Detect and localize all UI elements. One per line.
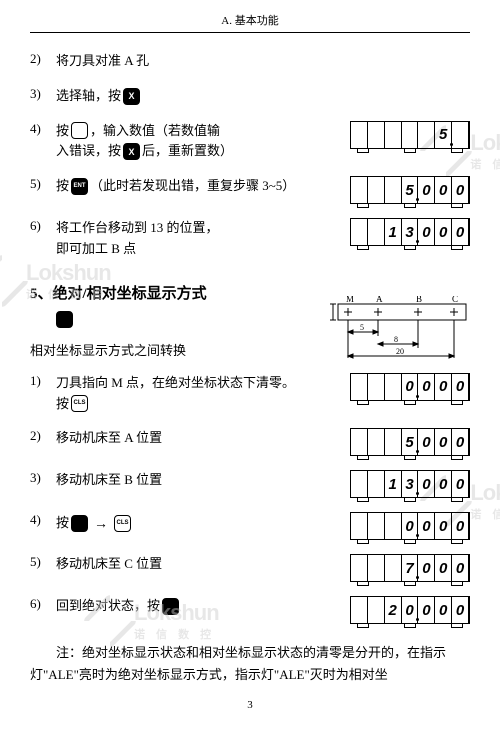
lcd-display: 0000: [350, 512, 470, 540]
step-number: 2): [30, 428, 52, 444]
step-number: 4): [30, 121, 52, 137]
step-number: 6): [30, 596, 52, 612]
step-row: 5) 移动机床至 C 位置 7000: [30, 554, 470, 582]
lcd-display: 5000: [350, 176, 470, 204]
step-number: 2): [30, 51, 52, 67]
key-cls-icon: CLS: [114, 515, 131, 532]
svg-text:C: C: [452, 296, 458, 304]
key-toggle-icon: [162, 598, 179, 615]
key-x-icon: X: [123, 88, 140, 105]
step-text: 回到绝对状态，按: [56, 596, 160, 617]
step-text: 按: [56, 513, 69, 534]
lcd-display: 20000: [350, 596, 470, 624]
page-number: 3: [30, 699, 470, 711]
dimension-diagram: M A B C 3 5 8 20: [330, 296, 470, 368]
page-header: A. 基本功能: [30, 12, 470, 33]
step-text: 入错误，按: [56, 141, 121, 162]
step-text: 按: [56, 394, 69, 415]
lcd-display: 5: [350, 121, 470, 149]
lcd-display: 7000: [350, 554, 470, 582]
step-row: 6) 将工作台移动到 13 的位置， 即可加工 B 点 13000: [30, 218, 470, 260]
step-row: 4) 按 ，输入数值（若数值输 入错误，按 X 后，重新置数） 5: [30, 121, 470, 163]
step-text: 将刀具对准 A 孔: [56, 51, 470, 72]
step-row: 3) 选择轴，按 X: [30, 86, 470, 107]
step-row: 2) 将刀具对准 A 孔: [30, 51, 470, 72]
svg-text:M: M: [346, 296, 354, 304]
step-text: 移动机床至 C 位置: [56, 554, 346, 575]
key-x-icon: X: [123, 143, 140, 160]
step-number: 5): [30, 554, 52, 570]
step-text: 后，重新置数）: [142, 141, 233, 162]
step-row: 2) 移动机床至 A 位置 5000: [30, 428, 470, 456]
lcd-display: 13000: [350, 218, 470, 246]
step-number: 1): [30, 373, 52, 389]
key-toggle-icon: [71, 515, 88, 532]
lcd-display: 5000: [350, 428, 470, 456]
step-row: 5) 按 ENT （此时若发现出错，重复步骤 3~5） 5000: [30, 176, 470, 204]
step-number: 3): [30, 470, 52, 486]
step-text: 按: [56, 121, 69, 142]
step-row: 4) 按 → CLS 0000: [30, 512, 470, 540]
step-text: ，输入数值（若数值输: [90, 121, 220, 142]
step-number: 5): [30, 176, 52, 192]
lcd-display: 13000: [350, 470, 470, 498]
note-text: 注：绝对坐标显示状态和相对坐标显示状态的清零是分开的，在指示灯"ALE"亮时为绝…: [30, 642, 470, 686]
svg-text:B: B: [416, 296, 422, 304]
step-row: 1) 刀具指向 M 点，在绝对坐标状态下清零。 按 CLS 0000: [30, 373, 470, 415]
svg-text:A: A: [376, 296, 383, 304]
step-text: 按: [56, 176, 69, 197]
key-blank-icon: [71, 122, 88, 139]
arrow-right-icon: →: [90, 512, 112, 534]
step-text: 选择轴，按: [56, 86, 121, 107]
step-text: 刀具指向 M 点，在绝对坐标状态下清零。: [56, 373, 346, 394]
step-text: 即可加工 B 点: [56, 239, 346, 260]
step-text: 移动机床至 B 位置: [56, 470, 346, 491]
lcd-display: 0000: [350, 373, 470, 401]
step-text: （此时若发现出错，重复步骤 3~5）: [90, 176, 295, 197]
step-number: 3): [30, 86, 52, 102]
svg-text:20: 20: [396, 347, 404, 356]
step-number: 6): [30, 218, 52, 234]
step-row: 3) 移动机床至 B 位置 13000: [30, 470, 470, 498]
svg-text:5: 5: [360, 323, 364, 332]
key-cls-icon: CLS: [71, 395, 88, 412]
step-text: 将工作台移动到 13 的位置，: [56, 218, 346, 239]
step-text: 移动机床至 A 位置: [56, 428, 346, 449]
step-number: 4): [30, 512, 52, 528]
svg-text:8: 8: [394, 335, 398, 344]
step-row: 6) 回到绝对状态，按 20000: [30, 596, 470, 624]
key-toggle-icon: [56, 311, 73, 328]
key-ent-icon: ENT: [71, 178, 88, 195]
